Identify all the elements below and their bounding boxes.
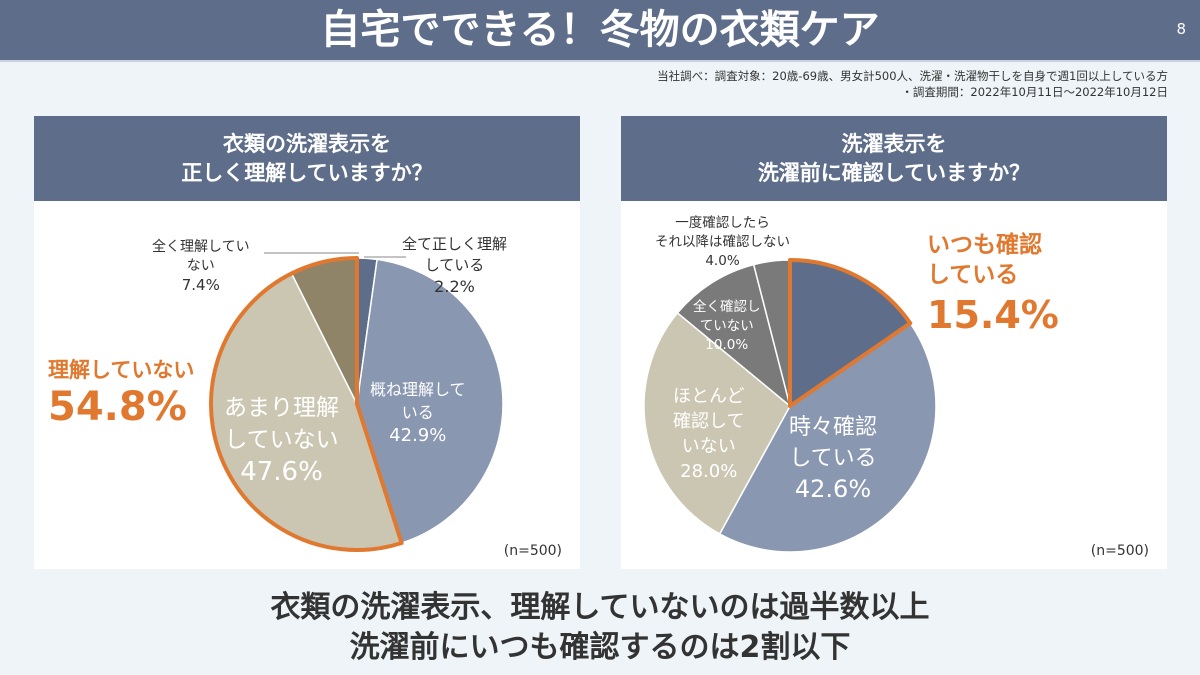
chart-header-checking: 洗濯表示を 洗濯前に確認していますか？: [621, 116, 1167, 201]
slide-title: 自宅でできる！冬物の衣類ケア: [320, 7, 880, 53]
page-number: 8: [1176, 20, 1186, 38]
chart-panel-checking: 洗濯表示を 洗濯前に確認していますか？ いつも確認 している 15.4% 時々確…: [621, 116, 1167, 569]
slice-label-sometimes: 時々確認 している 42.6%: [789, 415, 878, 503]
slice-label-not-at-all: 全く理解してい ない 7.4%: [152, 239, 250, 294]
chart-title-line-1: 洗濯表示を: [841, 131, 947, 156]
leader-line-all-correct: [364, 256, 406, 258]
source-note: 当社調べ：調査対象：20歳-69歳、男女計500人、洗濯・洗濯物干しを自身で週1…: [657, 68, 1168, 100]
chart-title-line-1: 衣類の洗濯表示を: [223, 131, 391, 156]
chart-title-line-2: 正しく理解していますか？: [181, 160, 433, 185]
slice-label-rarely: ほとんど 確認して いない 28.0%: [673, 386, 745, 482]
conclusion: 衣類の洗濯表示、理解していないのは過半数以上 洗濯前にいつも確認するのは2割以下: [0, 588, 1200, 668]
leader-line-not-at-all: [264, 252, 359, 254]
sample-size-label: (n=500): [1090, 543, 1149, 559]
conclusion-line-1: 衣類の洗濯表示、理解していないのは過半数以上: [270, 590, 930, 625]
highlight-outline: [788, 258, 913, 408]
slice-label-always: いつも確認 している 15.4%: [927, 232, 1059, 337]
slice-label-mostly: 概ね理解して いる 42.9%: [370, 380, 466, 446]
slice-label-not-much: あまり理解 していない 47.6%: [224, 395, 339, 487]
slice-label-once: 一度確認したら それ以降は確認しない 4.0%: [655, 215, 790, 269]
slice-label-never: 全く確認し ていない 10.0%: [693, 299, 761, 353]
pie-slice-3: [676, 263, 792, 409]
chart-header-understanding: 衣類の洗濯表示を 正しく理解していますか？: [34, 116, 580, 201]
source-line-2: ・調査期間：2022年10月11日～2022年10月12日: [901, 85, 1168, 99]
conclusion-line-2: 洗濯前にいつも確認するのは2割以下: [349, 630, 851, 665]
highlight-value: 54.8%: [48, 384, 187, 430]
pie-chart-checking: [643, 258, 937, 553]
pie-slice-2: [643, 311, 791, 535]
chart-title-line-2: 洗濯前に確認していますか？: [757, 160, 1031, 185]
sample-size-label: (n=500): [503, 543, 562, 559]
source-line-1: 当社調べ：調査対象：20歳-69歳、男女計500人、洗濯・洗濯物干しを自身で週1…: [657, 69, 1168, 83]
title-bar: [0, 0, 1200, 62]
chart-panel-understanding: 衣類の洗濯表示を 正しく理解していますか？ 全て正しく理解 している 2.2% …: [34, 116, 580, 569]
pie-chart-understanding: [209, 256, 504, 552]
pie-slice-1: [356, 258, 504, 544]
slice-label-all-correct: 全て正しく理解 している 2.2%: [402, 235, 508, 296]
highlight-outline: [209, 256, 404, 552]
pie-slice-1: [718, 322, 937, 553]
highlight-label: 理解していない: [48, 358, 195, 382]
